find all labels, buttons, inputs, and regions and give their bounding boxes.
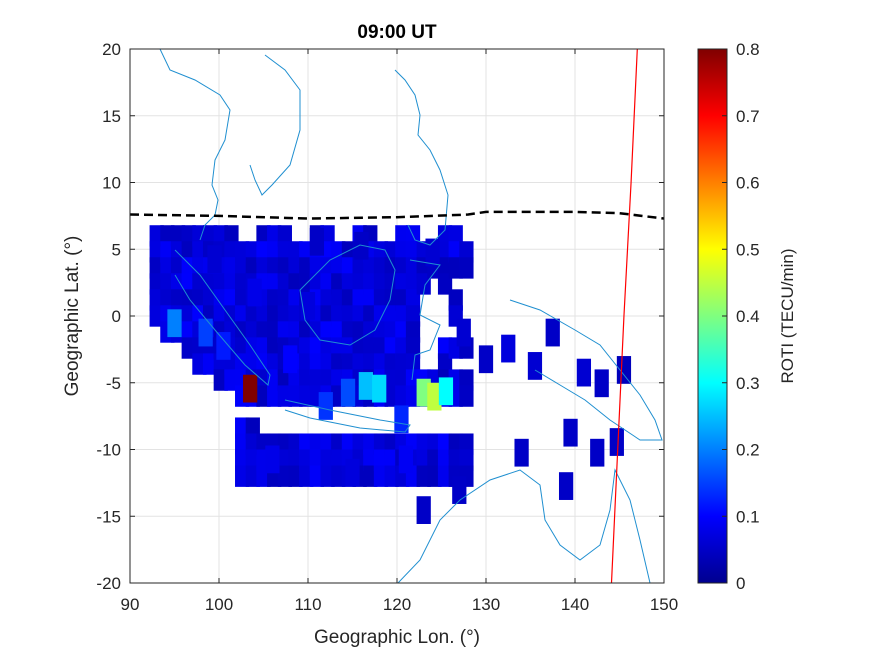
x-tick-label: 150: [650, 595, 678, 614]
roti-cells: [149, 225, 632, 524]
roti-cell: [207, 245, 222, 274]
coastline-new-guinea: [509, 299, 663, 441]
y-tick-label: 0: [112, 307, 121, 326]
colorbar-tick-label: 0.5: [736, 240, 760, 259]
coastline-vietnam: [249, 54, 301, 196]
coastline-java: [284, 399, 411, 433]
roti-cell: [563, 418, 578, 447]
roti-cell: [459, 385, 474, 407]
roti-cell: [594, 369, 609, 398]
x-tick-label: 140: [561, 595, 589, 614]
coastline-indochina: [159, 49, 231, 241]
roti-cell: [448, 289, 463, 311]
magnetic-equator-line: [130, 210, 664, 220]
roti-cell: [283, 345, 298, 374]
roti-cell: [545, 318, 560, 347]
roti-cell: [590, 438, 605, 467]
roti-cell: [394, 405, 409, 434]
roti-cell: [358, 372, 373, 400]
x-tick-label: 110: [294, 595, 321, 614]
y-tick-label: -15: [96, 507, 121, 526]
roti-cell: [558, 472, 574, 500]
y-tick-label: -20: [96, 574, 121, 593]
colorbar-tick-label: 0: [736, 574, 745, 593]
roti-cell: [459, 257, 474, 279]
colorbar-tick-label: 0.6: [736, 174, 760, 193]
roti-cell: [416, 465, 431, 487]
y-tick-label: 5: [112, 240, 121, 259]
roti-cell: [198, 318, 213, 347]
roti-cell: [345, 458, 360, 487]
roti-cell: [265, 445, 280, 474]
roti-cell: [373, 289, 389, 311]
x-tick-label: 90: [121, 595, 140, 614]
coastline-sumatra: [174, 249, 271, 386]
y-axis-label: Geographic Lat. (°): [62, 236, 83, 397]
colorbar: 0.8 0.7 0.6 0.5 0.4 0.3 0.2 0.1 0 ROTI (TECU/min…: [697, 40, 797, 593]
roti-cell: [576, 358, 592, 387]
roti-cell: [425, 238, 440, 267]
roti-cell: [478, 345, 494, 374]
coastline-philippines: [394, 69, 449, 246]
roti-cell: [309, 227, 325, 256]
roti-cell: [373, 337, 389, 359]
roti-cell: [527, 352, 543, 380]
y-tick-label: 10: [102, 174, 121, 193]
coastline-australia: [397, 468, 651, 583]
colorbar-tick-label: 0.4: [736, 307, 760, 326]
coastlines: [159, 49, 663, 583]
red-meridian-line: [610, 49, 638, 583]
roti-cell: [514, 438, 529, 467]
colorbar-tick-label: 0.1: [736, 507, 760, 526]
roti-cell: [427, 382, 442, 411]
roti-cell: [320, 337, 335, 359]
y-tick-label: -5: [106, 374, 121, 393]
coastline-sulawesi: [409, 259, 441, 381]
roti-cell: [372, 374, 387, 403]
x-tick-label: 100: [205, 595, 233, 614]
colorbar-tick-label: 0.2: [736, 441, 760, 460]
roti-cell: [277, 385, 292, 407]
roti-cell: [340, 378, 356, 407]
roti-cell: [456, 318, 471, 347]
roti-cell: [277, 289, 292, 311]
y-tick-label: -10: [96, 441, 121, 460]
roti-cell: [416, 273, 431, 295]
x-tick-label: 130: [472, 595, 500, 614]
roti-cell: [277, 465, 292, 487]
roti-cell: [405, 337, 421, 359]
roti-cell: [501, 334, 516, 363]
colorbar-label: ROTI (TECU/min): [778, 248, 797, 383]
colorbar-tick-label: 0.3: [736, 374, 760, 393]
roti-cell: [216, 332, 231, 360]
coastline-borneo: [299, 244, 396, 346]
y-tick-label: 15: [102, 107, 121, 126]
x-axis-label: Geographic Lon. (°): [314, 627, 480, 648]
colorbar-tick-label: 0.8: [736, 40, 760, 59]
colorbar-ticks: 0.8 0.7 0.6 0.5 0.4 0.3 0.2 0.1 0: [722, 40, 760, 593]
x-tick-label: 120: [383, 595, 411, 614]
roti-cell: [609, 428, 624, 456]
roti-cell: [243, 374, 258, 403]
chart-title: 09:00 UT: [357, 22, 437, 43]
roti-cell: [318, 392, 333, 420]
roti-cell: [373, 465, 389, 487]
roti-cell: [320, 465, 335, 487]
roti-cell: [247, 278, 262, 307]
roti-cell: [438, 377, 454, 406]
roti-cell: [167, 309, 182, 338]
roti-cell: [616, 356, 632, 384]
colorbar-tick-label: 0.7: [736, 107, 760, 126]
y-tick-label: 20: [102, 40, 121, 59]
roti-cell: [320, 289, 335, 311]
roti-cell: [300, 291, 316, 320]
roti-cell: [452, 476, 467, 504]
roti-cell: [416, 378, 431, 407]
y-axis-ticks: 20 15 10 5 0 -5 -10 -15 -20: [96, 40, 664, 593]
roti-cell: [416, 496, 431, 524]
roti-cell: [398, 445, 414, 474]
x-axis-ticks: 90 100 110 120 130 140 150: [121, 49, 678, 614]
